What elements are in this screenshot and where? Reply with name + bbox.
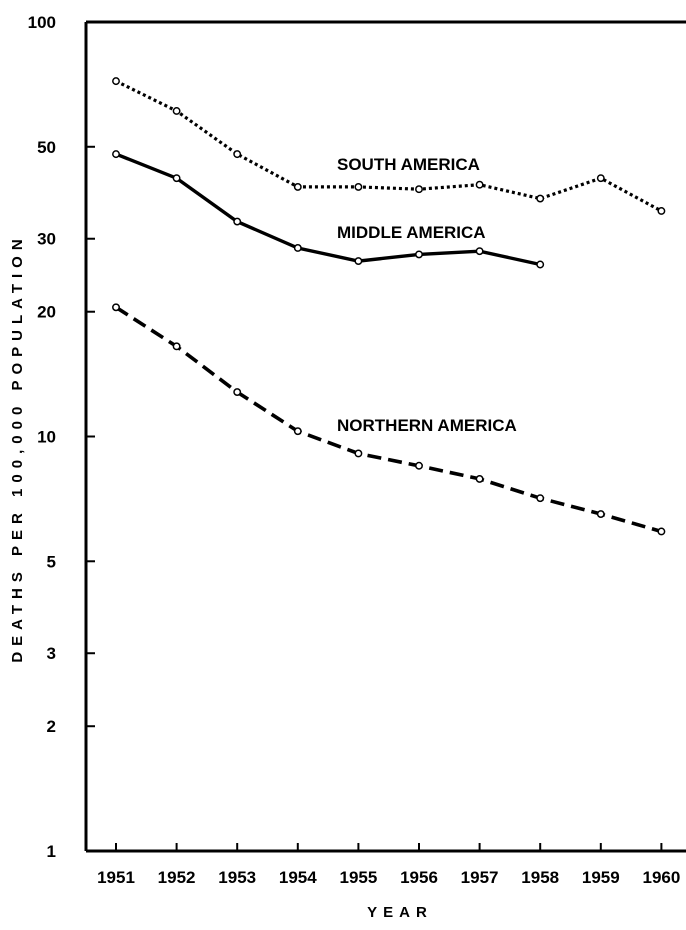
data-point <box>172 342 181 351</box>
y-axis-title: DEATHS PER 100,000 POPULATION <box>9 233 26 662</box>
data-point <box>233 217 242 226</box>
data-point <box>536 260 545 269</box>
data-point <box>415 250 423 259</box>
x-tick-label: 1951 <box>97 868 135 887</box>
series-northern-america <box>112 303 666 536</box>
x-axis-title: YEAR <box>367 904 433 921</box>
x-tick-label: 1957 <box>461 868 499 887</box>
x-tick-label: 1955 <box>339 868 377 887</box>
series-label-northern-america: NORTHERN AMERICA <box>337 416 517 435</box>
data-point <box>536 194 545 203</box>
data-point <box>657 207 666 215</box>
series-line-northern-america <box>115 305 662 534</box>
data-point <box>657 527 666 536</box>
data-point <box>415 461 423 470</box>
series-labels: SOUTH AMERICA MIDDLE AMERICA NORTHERN AMER… <box>337 155 517 435</box>
data-point <box>233 150 242 159</box>
y-tick-label: 5 <box>47 552 56 571</box>
x-axis-ticks: 1951 1952 1953 1954 1955 1956 1957 1958 1959 1960 <box>97 843 680 887</box>
x-tick-label: 1960 <box>642 868 680 887</box>
data-point <box>596 510 605 518</box>
x-tick-label: 1954 <box>279 868 317 887</box>
data-point <box>112 77 120 86</box>
data-point <box>293 427 302 436</box>
data-point <box>112 150 120 159</box>
y-tick-label: 20 <box>37 303 56 322</box>
series-middle-america <box>112 150 545 269</box>
data-point <box>172 107 181 115</box>
data-point <box>475 247 484 256</box>
series-line-south-america <box>115 79 663 213</box>
y-tick-label: 3 <box>47 644 56 663</box>
x-tick-label: 1958 <box>521 868 559 887</box>
series-south-america <box>112 77 666 215</box>
data-point <box>354 449 363 458</box>
data-point <box>415 185 423 194</box>
data-point <box>475 180 484 189</box>
series-layer <box>112 77 666 536</box>
x-tick-label: 1956 <box>400 868 438 887</box>
series-line-middle-america <box>115 152 541 267</box>
data-point <box>596 174 605 183</box>
y-axis-ticks: 1 2 3 5 10 20 30 50 100 <box>28 13 95 861</box>
y-tick-label: 10 <box>37 428 56 447</box>
series-label-south-america: SOUTH AMERICA <box>337 155 480 174</box>
x-tick-label: 1953 <box>218 868 256 887</box>
data-point <box>354 182 363 191</box>
data-point <box>293 182 302 191</box>
y-tick-label: 100 <box>28 13 56 32</box>
series-label-middle-america: MIDDLE AMERICA <box>337 223 486 242</box>
data-point <box>536 494 545 503</box>
axes <box>84 20 686 853</box>
y-tick-label: 2 <box>47 717 56 736</box>
y-tick-label: 50 <box>37 138 56 157</box>
data-point <box>172 174 181 183</box>
data-point <box>293 244 302 252</box>
y-tick-label: 1 <box>47 842 56 861</box>
data-point <box>233 388 242 397</box>
x-tick-label: 1952 <box>158 868 196 887</box>
x-tick-label: 1959 <box>582 868 620 887</box>
y-tick-label: 30 <box>37 230 56 249</box>
data-point <box>475 474 484 483</box>
data-point <box>354 257 363 266</box>
data-point <box>112 303 120 312</box>
